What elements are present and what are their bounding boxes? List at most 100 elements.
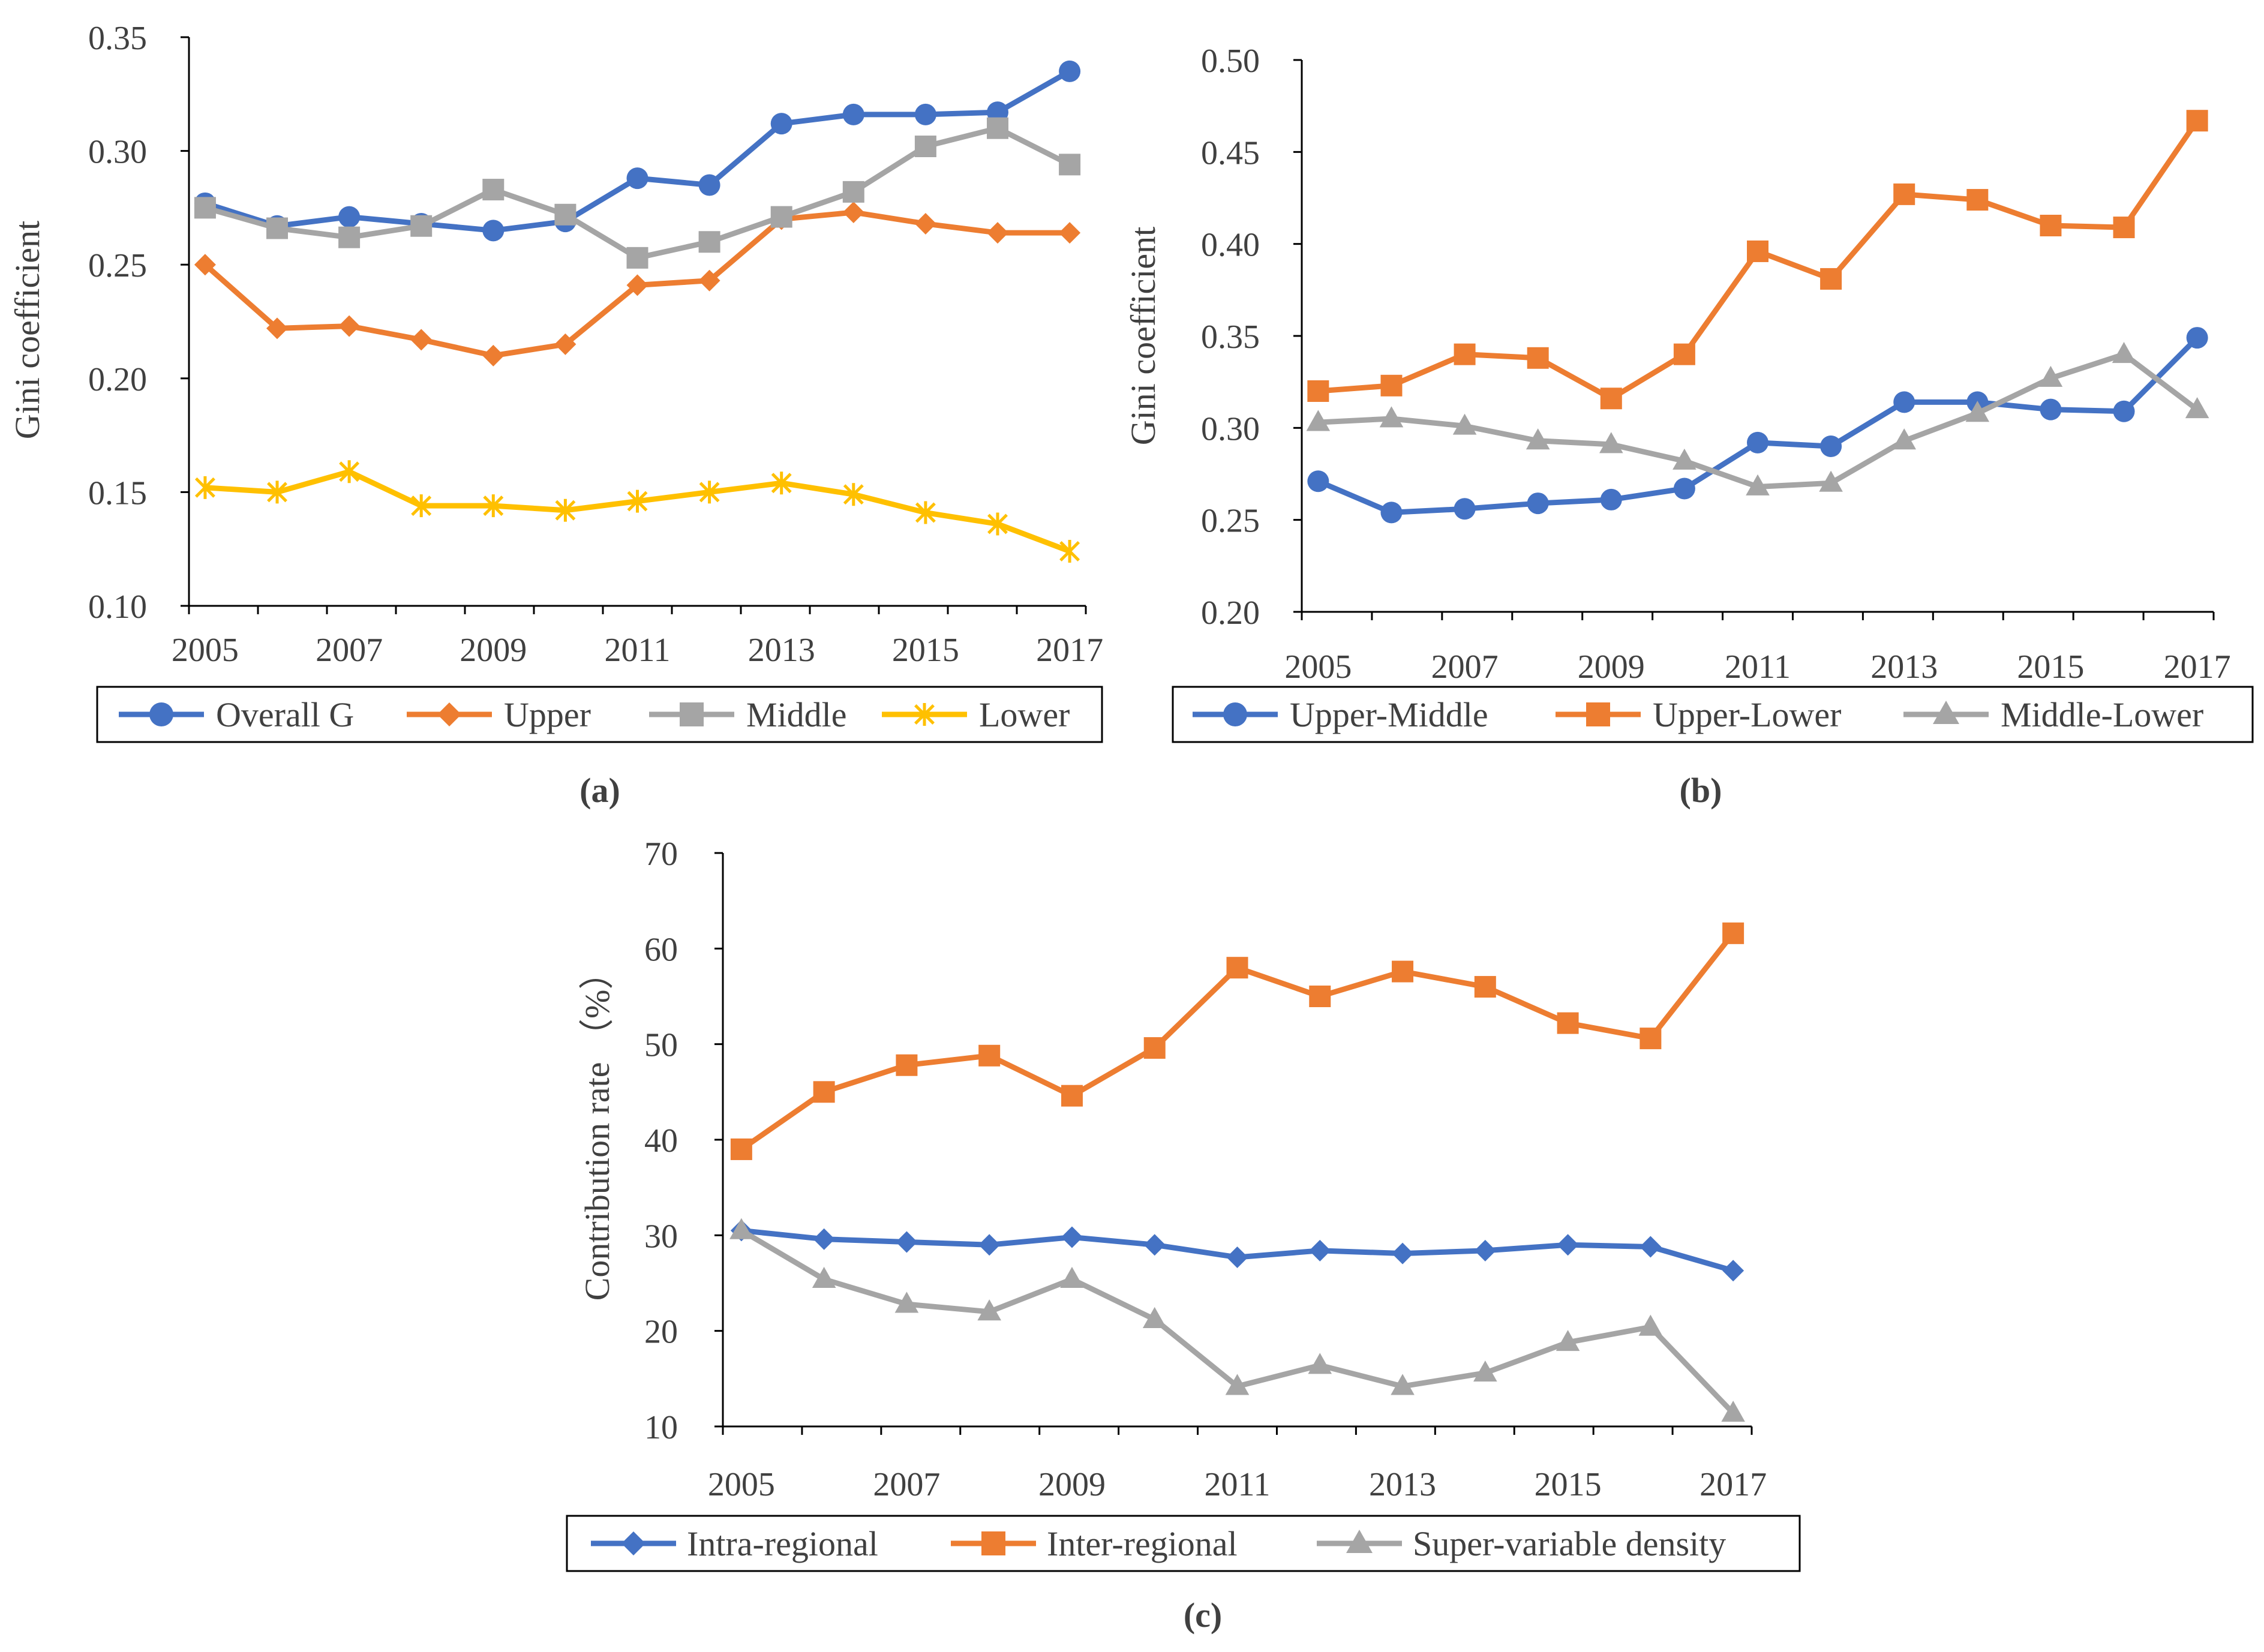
y-tick-label: 0.45 bbox=[1201, 134, 1260, 172]
legend-label: Inter-regional bbox=[1047, 1524, 1238, 1563]
y-tick-label: 0.10 bbox=[88, 588, 147, 626]
series-super-variable-density bbox=[729, 1218, 1745, 1422]
data-point bbox=[1747, 431, 1768, 453]
data-point bbox=[1893, 391, 1915, 413]
data-point bbox=[626, 274, 648, 296]
legend-label: Upper-Lower bbox=[1653, 695, 1841, 734]
series-lower bbox=[194, 460, 1080, 563]
y-axis-title-b: Gini coefficient bbox=[1124, 227, 1163, 446]
data-point bbox=[1893, 183, 1915, 205]
y-tick-label: 50 bbox=[644, 1027, 678, 1064]
legend-item: Middle bbox=[649, 695, 847, 734]
data-point bbox=[1309, 986, 1331, 1007]
data-point bbox=[1226, 1246, 1248, 1268]
data-point bbox=[1142, 1306, 1167, 1328]
data-point bbox=[338, 206, 361, 228]
data-point bbox=[842, 103, 864, 125]
data-point bbox=[1060, 1266, 1084, 1288]
data-point bbox=[978, 1044, 1001, 1067]
data-point bbox=[987, 512, 1008, 536]
data-point bbox=[1452, 413, 1477, 435]
chart-panel-c: Contribution rate （%） 10 20 30 40 50 60 70 2005… bbox=[566, 836, 1801, 1635]
data-point bbox=[1391, 1374, 1415, 1395]
data-point bbox=[1820, 435, 1842, 457]
data-point bbox=[813, 1228, 835, 1250]
data-point bbox=[1474, 1239, 1496, 1261]
data-point bbox=[2040, 398, 2062, 420]
panel-label-b: (b) bbox=[1680, 771, 1722, 810]
data-point bbox=[2040, 215, 2062, 236]
legend-swatch-marker bbox=[149, 702, 173, 726]
data-point bbox=[914, 212, 936, 235]
legend-item: Intra-regional bbox=[591, 1524, 878, 1563]
data-point bbox=[1306, 410, 1331, 431]
data-point bbox=[1059, 222, 1081, 244]
data-point bbox=[1061, 1085, 1083, 1107]
legend-box bbox=[1172, 686, 2254, 743]
data-point bbox=[1307, 470, 1329, 492]
chart-panel-a: Gini coefficient 0.10 0.15 0.20 0.25 0.30 0.3… bbox=[8, 20, 1103, 810]
data-point bbox=[2186, 110, 2208, 132]
y-tick-label: 0.35 bbox=[1201, 319, 1260, 356]
y-tick-label: 10 bbox=[644, 1409, 678, 1446]
data-point bbox=[986, 222, 1008, 244]
y-tick-label: 0.30 bbox=[1201, 410, 1260, 447]
panel-label-c: (c) bbox=[1184, 1596, 1222, 1635]
data-point bbox=[1454, 343, 1476, 365]
x-tick-label: 2015 bbox=[892, 632, 959, 669]
axes-b: 0.20 0.25 0.30 0.35 0.40 0.45 0.50 2005 2007 2009… bbox=[1201, 43, 2231, 686]
data-point bbox=[1059, 60, 1081, 82]
data-point bbox=[914, 136, 936, 158]
data-point bbox=[267, 480, 287, 504]
legend-swatch-marker bbox=[437, 702, 461, 726]
data-point bbox=[1722, 1260, 1744, 1282]
data-point bbox=[266, 317, 289, 340]
legend-label: Lower bbox=[979, 695, 1070, 734]
data-point bbox=[698, 231, 720, 253]
data-point bbox=[410, 329, 433, 351]
data-point bbox=[1599, 432, 1623, 453]
data-point bbox=[1600, 388, 1622, 410]
data-point bbox=[915, 501, 936, 524]
data-point bbox=[1308, 1353, 1332, 1374]
x-tick-label: 2011 bbox=[605, 632, 671, 669]
legend-label: Intra-regional bbox=[687, 1524, 878, 1563]
data-point bbox=[1392, 960, 1414, 983]
data-point bbox=[1059, 539, 1080, 563]
data-point bbox=[482, 344, 505, 367]
x-tick-label: 2005 bbox=[172, 632, 239, 669]
data-point bbox=[1820, 268, 1842, 290]
x-tick-label: 2011 bbox=[1725, 648, 1791, 686]
data-point bbox=[812, 1266, 836, 1288]
data-point bbox=[1673, 477, 1695, 500]
data-point bbox=[194, 197, 216, 219]
data-point bbox=[1673, 343, 1695, 365]
data-point bbox=[770, 206, 792, 228]
y-tick-label: 0.15 bbox=[88, 474, 147, 512]
legend-item: Lower bbox=[882, 695, 1070, 734]
legend-swatch-marker bbox=[680, 702, 704, 726]
legend-a: Overall G Upper Middle Lower bbox=[96, 686, 1103, 743]
legend-swatch-marker bbox=[1346, 1530, 1373, 1553]
x-tick-label: 2015 bbox=[2017, 648, 2084, 686]
legend-label: Upper bbox=[504, 695, 591, 734]
data-point bbox=[1526, 428, 1550, 450]
axes-a: 0.10 0.15 0.20 0.25 0.30 0.35 2005 2007 2009 2011… bbox=[88, 20, 1103, 669]
legend-label: Middle-Lower bbox=[2001, 695, 2203, 734]
data-point bbox=[194, 254, 216, 276]
y-tick-label: 40 bbox=[644, 1122, 678, 1160]
data-point bbox=[1143, 1037, 1166, 1059]
series-inter-regional bbox=[730, 922, 1744, 1160]
series-line bbox=[204, 125, 1071, 261]
data-point bbox=[977, 1299, 1001, 1321]
data-point bbox=[2186, 327, 2208, 349]
data-point bbox=[266, 217, 289, 239]
data-point bbox=[2038, 365, 2063, 387]
data-point bbox=[626, 167, 648, 190]
x-tick-label: 2005 bbox=[1284, 648, 1352, 686]
data-point bbox=[1892, 428, 1917, 450]
x-tick-label: 2011 bbox=[1205, 1466, 1271, 1503]
data-point bbox=[978, 1234, 1001, 1256]
legend-label: Super-variable density bbox=[1413, 1524, 1726, 1563]
